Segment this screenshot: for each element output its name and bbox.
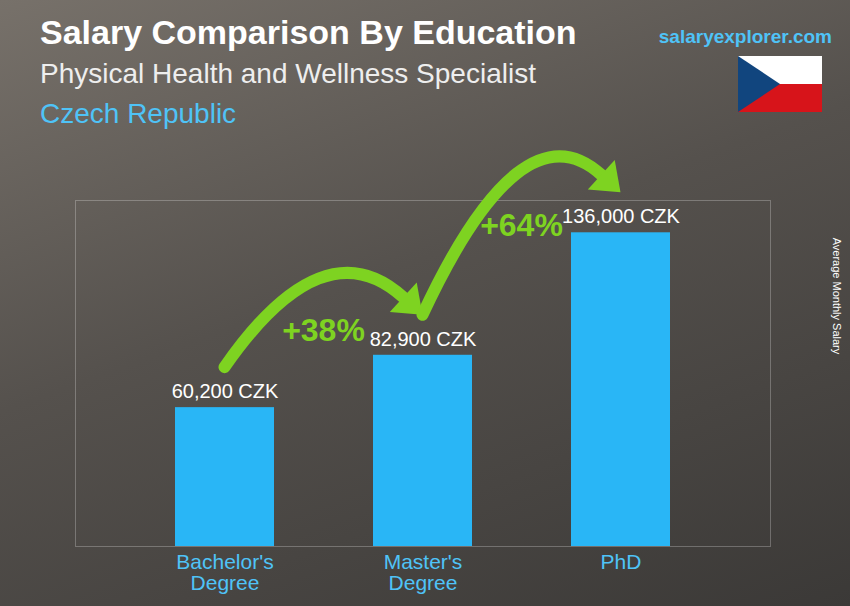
html-text:salaryexplorer.com: salaryexplorer.com [658,26,832,47]
html-text:Average Monthly Salary: Average Monthly Salary [831,237,843,355]
svg-text:136,000 CZK: 136,000 CZK [562,205,681,227]
svg-text:Bachelor'sDegree: Bachelor'sDegree [176,550,273,594]
svg-text:+38%: +38% [282,312,365,348]
html-text:Salary Comparison By Education: Salary Comparison By Education [40,13,577,51]
svg-text:82,900 CZK: 82,900 CZK [370,328,477,350]
svg-text:60,200 CZK: 60,200 CZK [172,380,279,402]
html-text:Physical Health and Wellness S: Physical Health and Wellness Specialist [40,58,536,89]
html-text:Czech Republic: Czech Republic [40,98,237,129]
svg-text:Master'sDegree: Master'sDegree [384,550,463,594]
svg-text:PhD: PhD [601,550,642,573]
svg-text:+64%: +64% [480,207,563,243]
